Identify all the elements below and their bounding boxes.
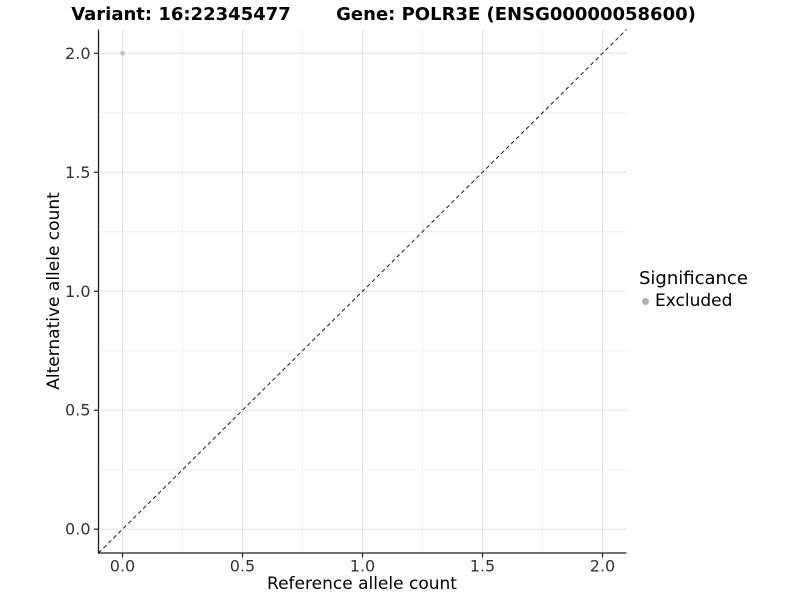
y-tick-label: 2.0 <box>65 44 90 63</box>
legend: Significance Excluded <box>639 268 748 311</box>
x-tick-label: 1.5 <box>470 557 495 576</box>
x-tick-label: 1.0 <box>350 557 375 576</box>
y-tick-label: 0.0 <box>65 520 90 539</box>
y-tick-label: 0.5 <box>65 401 90 420</box>
y-axis-title: Alternative allele count <box>44 192 64 390</box>
legend-point-icon <box>642 297 649 305</box>
x-axis-title: Reference allele count <box>267 574 457 594</box>
identity-line <box>98 29 627 554</box>
x-tick-label: 2.0 <box>590 557 615 576</box>
legend-item-excluded: Excluded <box>639 291 748 311</box>
plot-title-gene: Gene: POLR3E (ENSG00000058600) <box>336 4 696 25</box>
data-point <box>120 50 125 56</box>
x-tick-label: 0.5 <box>230 557 255 576</box>
legend-item-label: Excluded <box>655 291 733 311</box>
legend-title: Significance <box>639 268 748 289</box>
x-tick-label: 0.0 <box>110 557 135 576</box>
plot-title-variant: Variant: 16:22345477 <box>71 4 291 25</box>
y-tick-label: 1.5 <box>65 163 90 182</box>
y-tick-label: 1.0 <box>65 282 90 301</box>
